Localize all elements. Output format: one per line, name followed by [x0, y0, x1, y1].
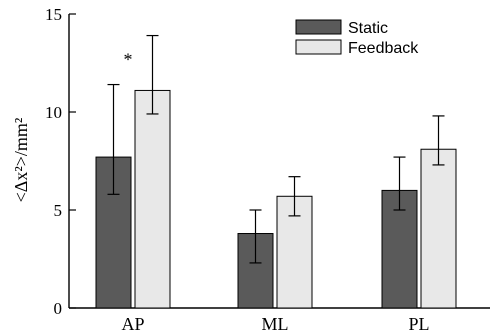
bars — [95, 89, 457, 309]
y-tick-label: 15 — [45, 5, 62, 24]
legend: Static Feedback — [295, 19, 419, 57]
legend-swatch-static — [295, 19, 342, 35]
y-tick-label: 0 — [54, 299, 63, 318]
legend-label-feedback: Feedback — [348, 40, 419, 57]
annotations: * — [124, 50, 133, 70]
x-tick-label-pl: PL — [408, 314, 429, 333]
x-tick-label-ml: ML — [262, 314, 289, 333]
y-axis-label: <Δx²>/mm² — [11, 118, 31, 203]
bar-feedback-pl — [420, 148, 457, 309]
legend-swatch-feedback — [295, 39, 342, 55]
y-ticks: 0 5 10 15 — [45, 5, 76, 318]
x-tick-label-ap: AP — [121, 314, 144, 333]
bar-feedback-ap — [134, 89, 171, 309]
error-bars — [107, 34, 445, 264]
legend-label-static: Static — [348, 20, 388, 37]
y-tick-label: 5 — [54, 201, 63, 220]
significance-marker: * — [124, 50, 133, 70]
category-labels: AP ML PL — [121, 314, 429, 333]
y-tick-label: 10 — [45, 103, 62, 122]
